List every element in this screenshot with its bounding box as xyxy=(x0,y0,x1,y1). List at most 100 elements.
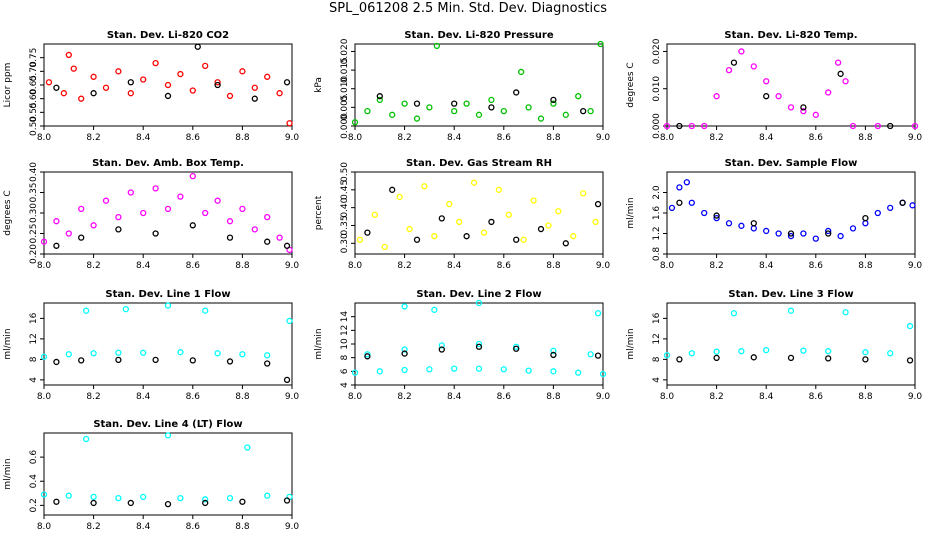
data-point xyxy=(421,183,428,190)
data-point xyxy=(668,204,676,212)
data-point xyxy=(264,213,271,221)
data-point xyxy=(451,365,458,372)
y-tick-label: 0.4 xyxy=(29,474,39,489)
y-axis-label: ml/min xyxy=(626,328,636,359)
data-point xyxy=(862,220,869,227)
page-title: SPL_061208 2.5 Min. Std. Dev. Diagnostic… xyxy=(329,1,607,16)
panel-2: Stan. Dev. Li-820 Pressure kPa 8.0 8.2 8.4 8.… xyxy=(314,30,610,143)
data-point xyxy=(800,107,807,115)
x-tick-label: 8.6 xyxy=(497,392,512,402)
x-tick-label: 8.8 xyxy=(235,522,250,532)
data-point xyxy=(587,351,594,358)
data-point xyxy=(364,351,371,358)
data-point xyxy=(264,492,271,499)
y-tick-label: 0.30 xyxy=(340,233,350,253)
x-tick-label: 9.0 xyxy=(908,261,923,271)
data-point xyxy=(825,89,832,96)
y-tick-label: 0.6 xyxy=(29,450,39,465)
data-point xyxy=(60,90,67,97)
data-point xyxy=(825,348,832,355)
panel-10: Stan. Dev. Line 4 (LT) Flow ml/min 8.0 8.2 8… xyxy=(3,419,299,532)
data-point xyxy=(127,79,134,86)
y-tick-label: 0.000 xyxy=(340,113,350,139)
y-tick-label: 8 xyxy=(340,355,350,361)
x-tick-label: 8.4 xyxy=(136,522,151,532)
data-point xyxy=(189,357,196,364)
data-point xyxy=(40,491,48,498)
data-point xyxy=(189,222,196,229)
y-tick-label: 0.020 xyxy=(652,38,662,64)
data-point xyxy=(152,59,159,67)
plot-frame xyxy=(354,43,604,127)
data-point xyxy=(65,230,72,237)
plot-frame xyxy=(43,432,293,516)
data-point xyxy=(562,240,569,247)
data-point xyxy=(725,220,733,227)
y-tick-label: 12 xyxy=(29,333,39,344)
data-point xyxy=(513,343,520,350)
data-point xyxy=(763,346,770,354)
x-tick-label: 9.0 xyxy=(596,392,611,402)
data-point xyxy=(283,376,291,384)
data-point xyxy=(214,81,221,89)
y-tick-label: 0.65 xyxy=(29,75,39,95)
data-point xyxy=(518,68,525,76)
data-point xyxy=(351,119,359,126)
data-point xyxy=(226,218,234,225)
x-tick-label: 9.0 xyxy=(908,392,923,402)
data-point xyxy=(550,96,557,104)
x-tick-label: 9.0 xyxy=(285,133,300,143)
data-point xyxy=(537,115,545,122)
data-point xyxy=(520,236,527,243)
y-tick-label: 0.35 xyxy=(29,182,39,202)
data-point xyxy=(550,351,557,359)
x-tick-label: 8.0 xyxy=(37,133,52,143)
y-axis-label: ml/min xyxy=(3,328,13,359)
data-point xyxy=(239,68,246,75)
plot-frame xyxy=(43,302,293,386)
data-point xyxy=(438,342,445,349)
data-point xyxy=(663,352,671,359)
data-point xyxy=(906,322,914,330)
data-point xyxy=(825,227,832,235)
data-point xyxy=(401,100,408,107)
data-point xyxy=(127,189,134,196)
data-point xyxy=(906,357,914,364)
data-point xyxy=(500,107,507,115)
y-tick-label: 0.70 xyxy=(29,61,39,81)
x-tick-label: 8.0 xyxy=(348,392,363,402)
data-point xyxy=(475,365,483,372)
x-tick-label: 8.8 xyxy=(235,133,250,143)
x-tick-label: 8.2 xyxy=(709,261,723,271)
x-tick-label: 8.2 xyxy=(709,133,723,143)
data-point xyxy=(837,70,844,77)
data-point xyxy=(495,186,502,193)
data-point xyxy=(40,238,48,245)
data-point xyxy=(500,366,507,373)
data-point xyxy=(525,367,532,374)
data-point xyxy=(431,233,438,240)
x-tick-label: 8.0 xyxy=(660,133,675,143)
panel-title: Stan. Dev. Line 3 Flow xyxy=(728,289,853,300)
data-point xyxy=(226,494,234,502)
data-point xyxy=(70,65,77,72)
x-tick-label: 8.4 xyxy=(136,133,151,143)
data-point xyxy=(688,350,695,357)
y-tick-label: 0.60 xyxy=(29,88,39,108)
data-point xyxy=(164,302,172,309)
data-point xyxy=(676,356,683,363)
data-point xyxy=(676,122,683,130)
data-point xyxy=(438,215,445,222)
data-point xyxy=(53,498,60,505)
data-point xyxy=(594,310,602,317)
data-point xyxy=(189,172,196,180)
y-tick-label: 2.0 xyxy=(652,185,662,200)
data-point xyxy=(899,199,906,206)
y-tick-label: 0.000 xyxy=(652,113,662,139)
x-tick-label: 8.8 xyxy=(546,133,561,143)
data-point xyxy=(730,310,738,317)
data-point xyxy=(580,107,587,115)
y-axis-label: kPa xyxy=(314,77,324,93)
data-point xyxy=(140,209,147,217)
